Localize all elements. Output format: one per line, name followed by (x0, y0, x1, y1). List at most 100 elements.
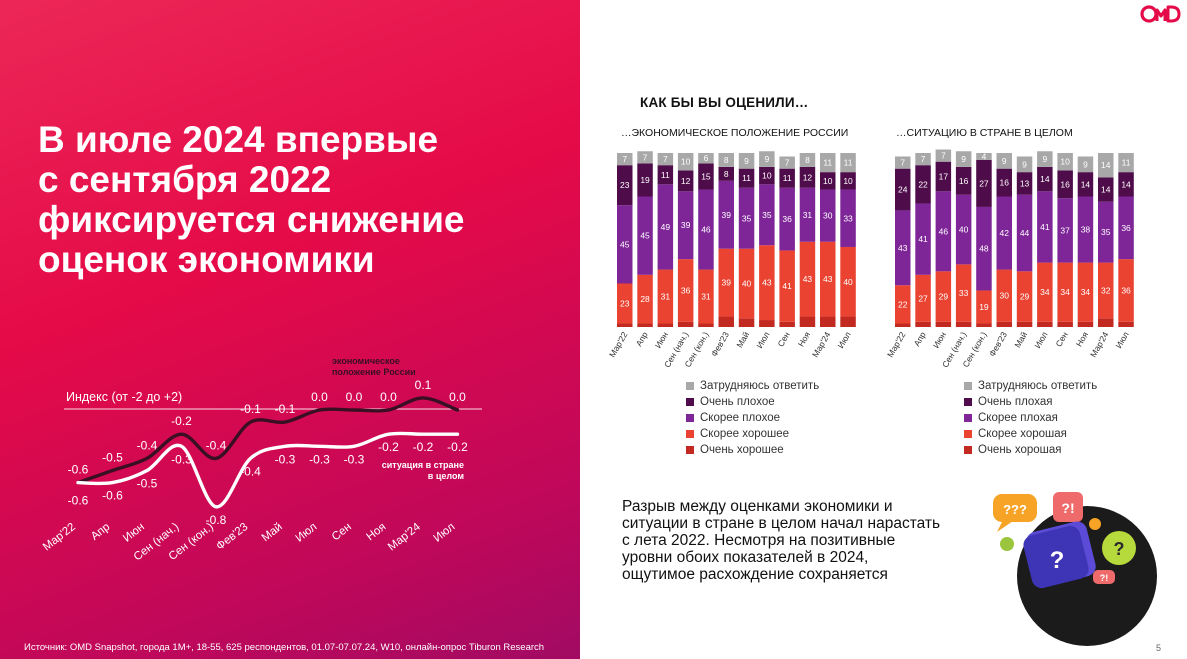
bar-data-label: 13 (1020, 178, 1030, 188)
bar-segment (779, 250, 795, 322)
bar-segment (799, 316, 816, 327)
bar-segment (915, 321, 931, 327)
bar-data-label: 12 (681, 176, 691, 186)
bar-x-tick-label: Май (734, 330, 751, 350)
bar-segment (677, 170, 694, 192)
bar-segment (759, 166, 775, 185)
bar-segment (1098, 177, 1114, 202)
line-x-tick-label: Сен (330, 521, 354, 543)
bar-data-label: 31 (803, 210, 813, 220)
bar-data-label: 8 (724, 169, 729, 179)
bar-segment (996, 269, 1012, 322)
bar-data-label: 41 (918, 234, 928, 244)
bar-segment (617, 323, 633, 327)
bar-x-tick-label: Мар'22 (607, 330, 630, 359)
line-x-tick-label: Мар'24 (386, 521, 423, 554)
bar-data-label: 40 (742, 279, 752, 289)
bar-segment (996, 168, 1012, 197)
bar-segment (915, 165, 931, 204)
bar-segment (1077, 262, 1094, 322)
bar-segment (779, 187, 795, 251)
bar-data-label: 14 (1121, 179, 1131, 189)
legend-swatch (964, 398, 972, 406)
bar-data-label: 24 (898, 185, 908, 195)
bar-data-label: 39 (722, 210, 732, 220)
bar-segment (1077, 196, 1094, 263)
bar-data-label: 10 (762, 171, 772, 181)
bar-data-label: 14 (1101, 185, 1111, 195)
bar-segment (718, 153, 734, 167)
bar-segment (1098, 201, 1114, 263)
bar-data-label: 37 (1060, 225, 1070, 235)
bar-data-label: 9 (1022, 159, 1027, 169)
bar-data-label: 30 (823, 211, 833, 221)
bar-segment (955, 194, 972, 265)
bar-data-label: 7 (900, 158, 905, 168)
line-data-label: -0.2 (378, 440, 399, 454)
bar-segment (935, 191, 952, 272)
bar-x-tick-label: Июл (1113, 330, 1130, 350)
bar-x-tick-label: Фев'23 (709, 330, 731, 358)
bar-segment (915, 203, 931, 275)
bar-segment (718, 316, 734, 327)
bar-data-label: 7 (643, 152, 648, 162)
line-x-tick-label: Ноя (364, 521, 388, 543)
line-x-tick-label: Июл (432, 521, 458, 545)
bar-segment (657, 323, 674, 327)
line-data-label: 0.0 (449, 390, 466, 404)
bar-data-label: 40 (959, 225, 969, 235)
bar-data-label: 14 (1081, 179, 1091, 189)
bar-x-tick-label: Ноя (796, 330, 813, 349)
legend-label: Скорее хорошая (978, 428, 1067, 440)
bar-data-label: 8 (724, 155, 729, 165)
bar-data-label: 8 (805, 155, 810, 165)
bar-segment (1118, 259, 1134, 322)
bar-data-label: 45 (640, 231, 650, 241)
bar-x-tick-label: Апр (634, 330, 650, 348)
bar-data-label: 10 (1060, 157, 1070, 167)
line-data-label: -0.5 (137, 477, 158, 491)
line-data-label: -0.1 (275, 402, 296, 416)
bar-data-label: 17 (939, 171, 949, 181)
bar-segment (1098, 153, 1114, 178)
bar-data-label: 45 (620, 239, 630, 249)
bar-data-label: 28 (640, 294, 650, 304)
bar-data-label: 19 (979, 302, 989, 312)
bar-data-label: 9 (1083, 159, 1088, 169)
bar-segment (698, 323, 714, 327)
bar-segment (1016, 156, 1033, 173)
bar-segment (617, 205, 633, 284)
legend-label: Очень плохое (700, 396, 775, 408)
bar-data-label: 46 (701, 225, 711, 235)
bar-segment (1077, 321, 1094, 327)
bar-segment (779, 168, 795, 188)
bar-data-label: 11 (661, 170, 670, 180)
bar-segment (1037, 321, 1053, 327)
bar-data-label: 33 (843, 213, 853, 223)
legend-country: Затрудняюсь ответить Очень плохая Скорее… (964, 378, 1097, 458)
bar-segment (738, 248, 755, 319)
bar-segment (840, 153, 856, 173)
legend-label: Очень хорошее (700, 444, 784, 456)
bar-data-label: 34 (1081, 287, 1091, 297)
line-data-label: -0.1 (240, 402, 261, 416)
bar-segment (1077, 156, 1094, 173)
bar-segment (935, 149, 952, 162)
bar-segment (1118, 321, 1134, 327)
chart-title-country: …СИТУАЦИЮ В СТРАНЕ В ЦЕЛОМ (896, 127, 1073, 139)
line-data-label: -0.8 (206, 513, 227, 527)
legend-label: Очень плохая (978, 396, 1053, 408)
bar-segment (1057, 321, 1073, 327)
bar-x-tick-label: Июн (931, 330, 948, 350)
bar-segment (637, 196, 653, 275)
bar-segment (935, 271, 952, 322)
bar-data-label: 12 (803, 172, 813, 182)
bar-data-label: 49 (661, 222, 671, 232)
bar-segment (698, 153, 714, 164)
bar-data-label: 27 (979, 178, 989, 188)
bar-segment (1057, 170, 1073, 199)
bar-data-label: 34 (1040, 287, 1050, 297)
bar-data-label: 30 (1000, 291, 1010, 301)
legend-item: Очень хорошее (686, 442, 819, 458)
